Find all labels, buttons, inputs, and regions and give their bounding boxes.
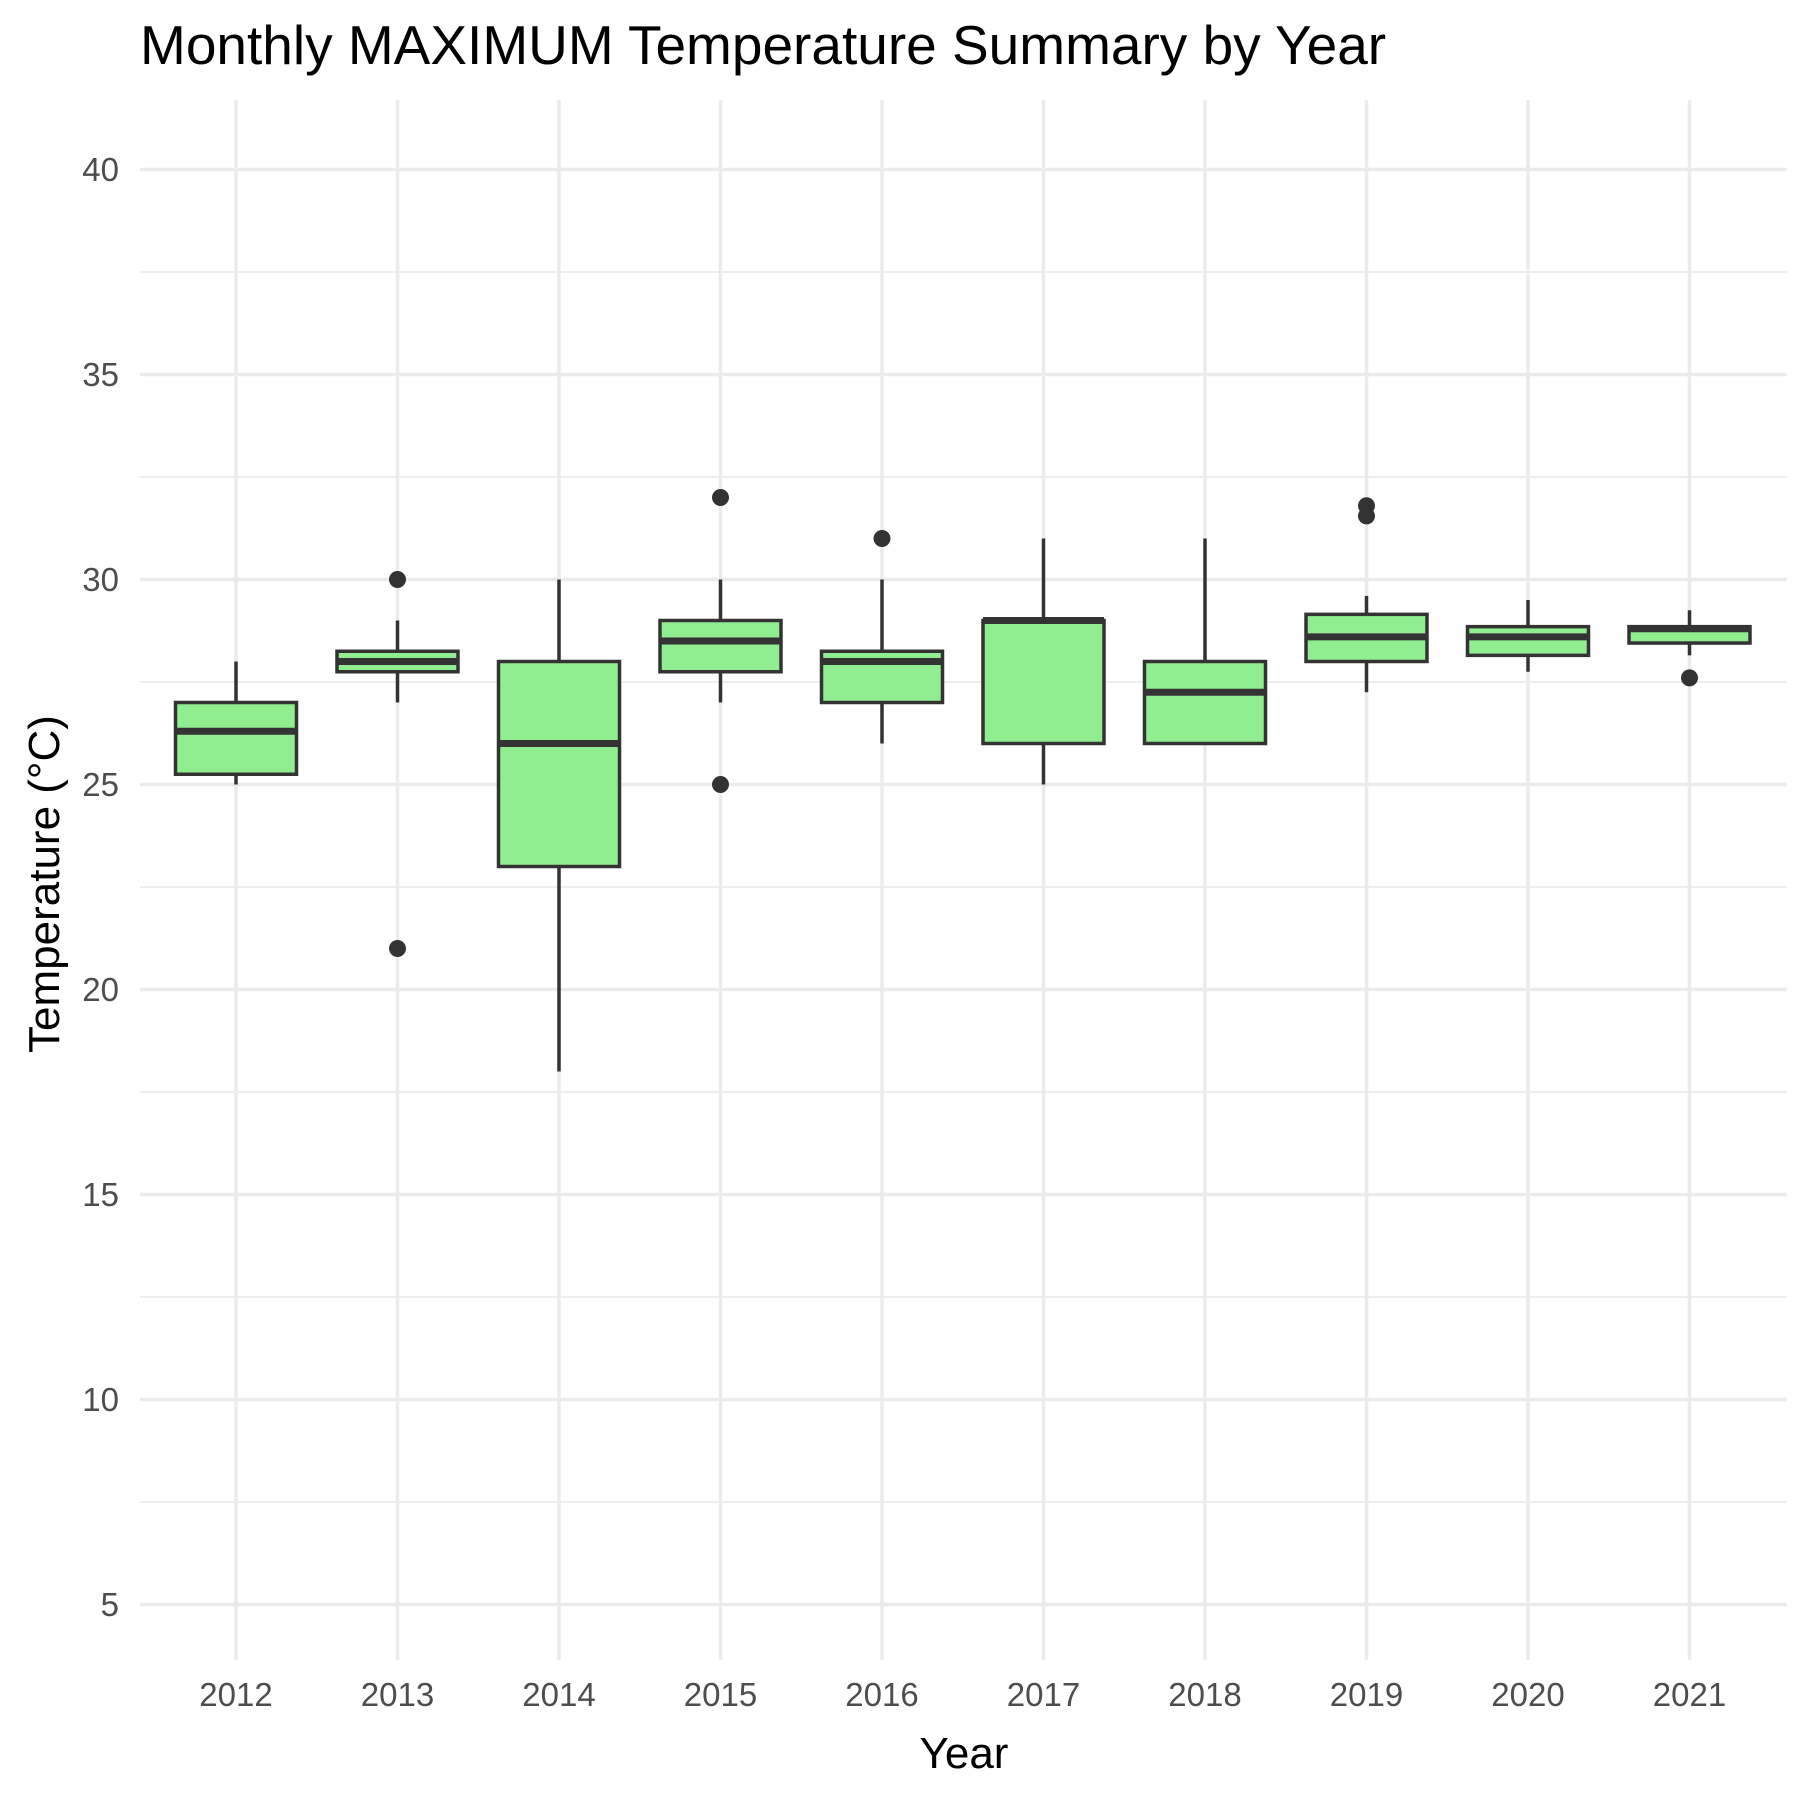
y-tick-label: 10: [82, 1381, 119, 1418]
box-2017: [981, 538, 1106, 785]
x-tick-label: 2021: [1653, 1676, 1726, 1713]
box-iqr: [1465, 624, 1591, 658]
box-2014: [496, 579, 622, 1072]
box-2012: [173, 661, 299, 785]
box-iqr: [496, 659, 622, 869]
box-2018: [1142, 538, 1268, 746]
outlier-point: [1681, 669, 1698, 687]
grid-lines: [140, 100, 1787, 1660]
y-tick-label: 25: [82, 766, 119, 803]
box-2015: [658, 489, 783, 793]
x-tick-label: 2018: [1168, 1676, 1241, 1713]
outlier-point: [1358, 507, 1375, 525]
box-iqr: [658, 618, 783, 674]
outlier-point: [873, 530, 891, 547]
x-tick-label: 2020: [1491, 1676, 1564, 1713]
box-2019: [1304, 497, 1429, 693]
x-axis-ticks: 2012 2013 2014 2015 2016 2017 2018 2019 2020 2021: [199, 1676, 1726, 1713]
x-tick-label: 2017: [1007, 1676, 1080, 1713]
x-tick-label: 2012: [199, 1676, 272, 1713]
y-tick-label: 20: [82, 971, 119, 1008]
box-series: [173, 489, 1752, 1072]
x-tick-label: 2013: [361, 1676, 434, 1713]
box-iqr: [173, 700, 299, 776]
x-tick-label: 2016: [845, 1676, 918, 1713]
y-tick-label: 15: [82, 1176, 119, 1213]
outlier-point: [712, 489, 729, 506]
box-2020: [1465, 600, 1591, 672]
outlier-point: [389, 940, 406, 957]
box-iqr: [1142, 659, 1268, 746]
x-tick-label: 2015: [684, 1676, 757, 1713]
x-tick-label: 2014: [522, 1676, 595, 1713]
y-axis-ticks: 5 10 15 20 25 30 35 40: [82, 151, 119, 1623]
x-tick-label: 2019: [1330, 1676, 1403, 1713]
outlier-point: [389, 571, 406, 588]
box-2013: [335, 571, 460, 957]
box-2021: [1627, 610, 1752, 687]
y-axis-title: Temperature (°C): [20, 715, 69, 1053]
y-tick-label: 40: [82, 151, 119, 188]
outlier-point: [712, 776, 729, 793]
y-tick-label: 5: [101, 1586, 119, 1623]
box-iqr: [981, 618, 1106, 746]
x-axis-title: Year: [920, 1729, 1009, 1778]
y-tick-label: 30: [82, 561, 119, 598]
chart-title: Monthly MAXIMUM Temperature Summary by Y…: [140, 14, 1386, 76]
box-2016: [819, 530, 945, 744]
y-tick-label: 35: [82, 356, 119, 393]
